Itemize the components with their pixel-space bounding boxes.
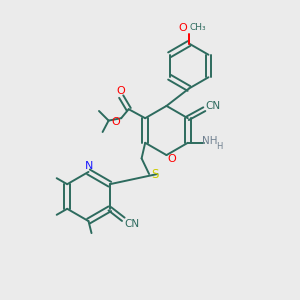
- Text: S: S: [151, 168, 158, 181]
- Text: O: O: [117, 85, 126, 96]
- Text: NH: NH: [202, 136, 217, 146]
- Text: O: O: [178, 23, 187, 33]
- Text: CN: CN: [125, 219, 140, 229]
- Text: H: H: [216, 142, 222, 151]
- Text: CN: CN: [205, 100, 220, 111]
- Text: O: O: [111, 117, 120, 127]
- Text: N: N: [85, 161, 93, 171]
- Text: CH₃: CH₃: [189, 23, 206, 32]
- Text: O: O: [167, 154, 176, 164]
